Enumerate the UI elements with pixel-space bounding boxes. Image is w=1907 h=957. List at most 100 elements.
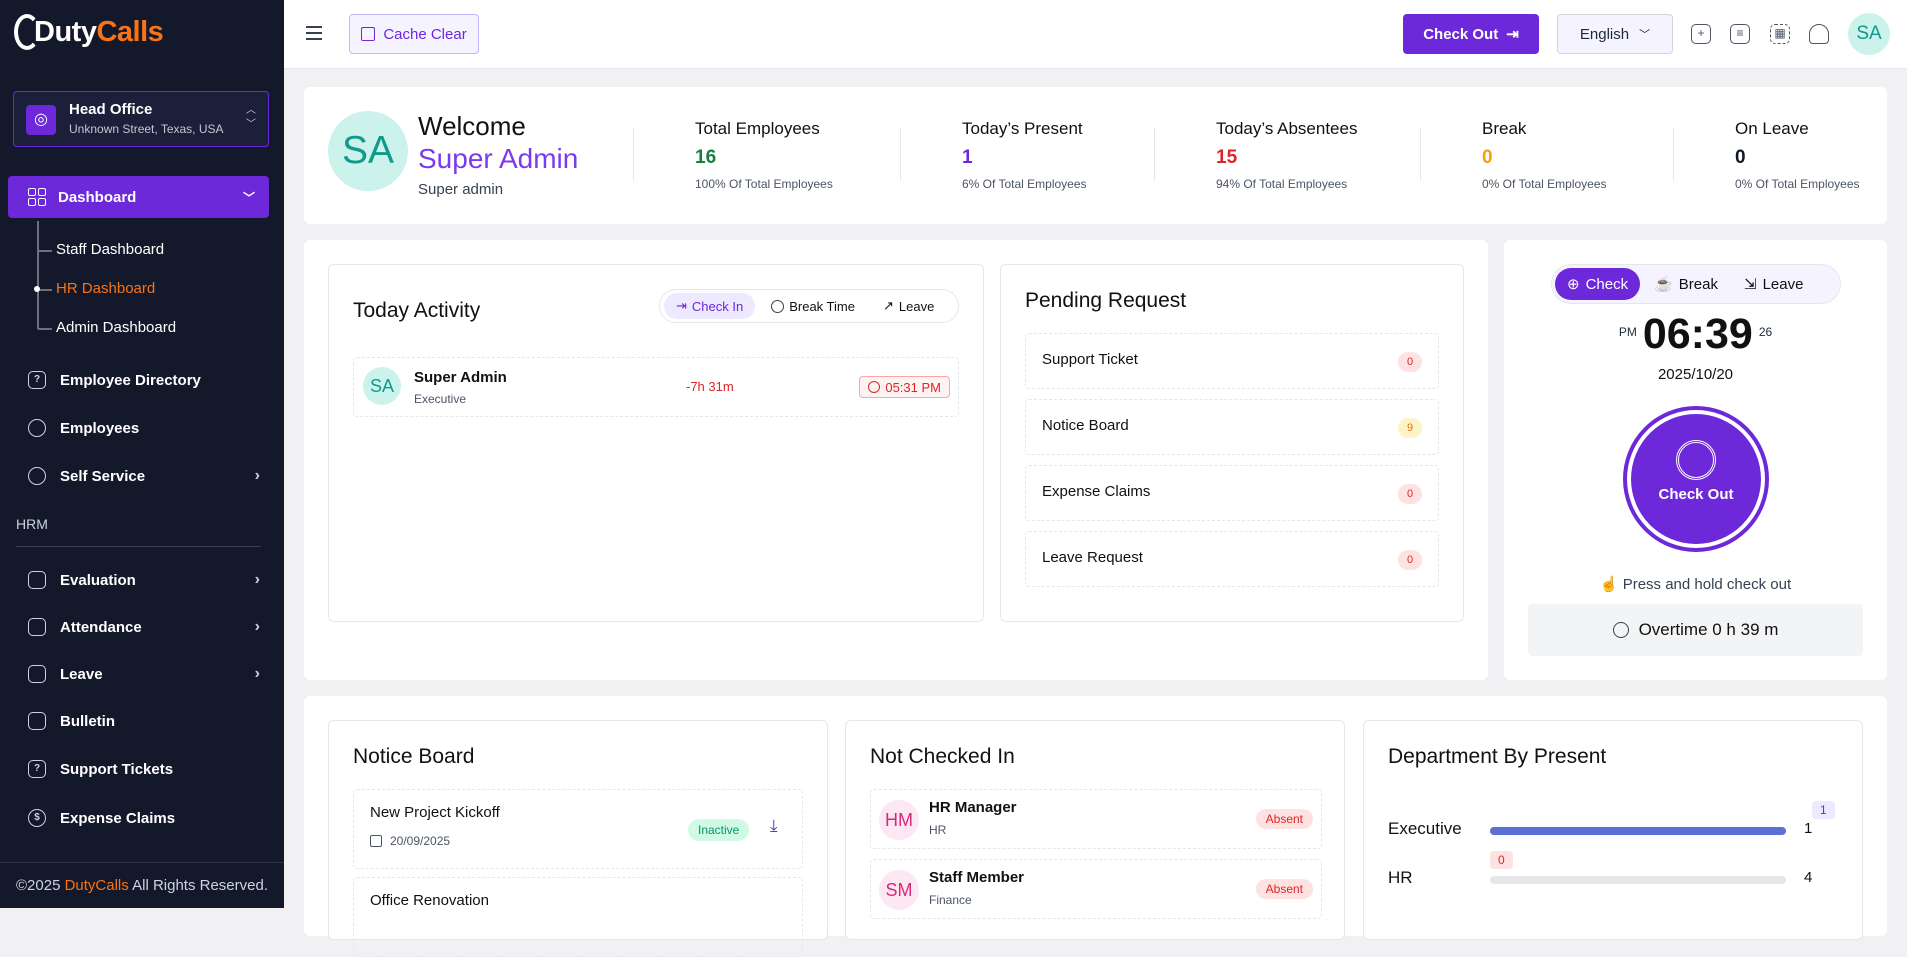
sidebar-item-attendance[interactable]: Attendance › <box>28 618 260 636</box>
chevron-down-icon: ﹀ <box>242 191 255 205</box>
digital-clock: PM 06:39 26 <box>1504 310 1887 359</box>
bell-icon[interactable] <box>1809 24 1829 44</box>
fingerprint-icon: ◎ <box>26 105 56 135</box>
coffee-icon: ☕ <box>1654 276 1673 293</box>
app-logo[interactable]: Duty Calls <box>14 14 164 50</box>
today-activity-card: Today Activity ⇥ Check In Break Time ↗ Lea… <box>328 264 984 622</box>
pending-label: Notice Board <box>1042 417 1129 434</box>
employee-row[interactable]: SM Staff Member Finance Absent <box>870 859 1322 919</box>
today-activity-title: Today Activity <box>353 299 481 322</box>
chevron-right-icon: › <box>254 618 260 635</box>
bulletin-icon <box>28 712 46 730</box>
sidebar-item-support-tickets[interactable]: ? Support Tickets <box>28 760 260 778</box>
logo-text-duty: Duty <box>34 15 97 48</box>
tab-label: Leave <box>898 298 935 314</box>
welcome-greeting: Welcome <box>418 111 526 141</box>
notice-item[interactable]: Office Renovation <box>353 877 803 957</box>
tab-label: Leave <box>1762 275 1804 293</box>
stat-sub: 0% Of Total Employees <box>1735 177 1860 191</box>
sidebar-item-label: Support Tickets <box>60 760 174 778</box>
pending-row-notice-board[interactable]: Notice Board 9 <box>1025 399 1439 455</box>
notice-board-card: Notice Board New Project Kickoff 20/09/2… <box>328 720 828 957</box>
stat-todays-absentees: Today’s Absentees 15 94% Of Total Employ… <box>1216 119 1357 191</box>
sidebar-subitem-admin-dashboard[interactable]: Admin Dashboard <box>37 319 177 336</box>
sidebar-item-self-service[interactable]: Self Service › <box>28 467 260 485</box>
language-select[interactable]: English ﹀ <box>1557 14 1673 54</box>
external-icon: ↗ <box>882 298 894 313</box>
branch-name: Head Office <box>69 101 153 118</box>
tab-break-time[interactable]: Break Time <box>759 293 867 319</box>
pending-request-card: Pending Request Support Ticket 0 Notice … <box>1000 264 1464 622</box>
overtime-text: Overtime 0 h 39 m <box>1638 620 1779 639</box>
download-icon[interactable]: ⤓ <box>770 816 778 835</box>
notice-date-row: 20/09/2025 <box>370 834 450 848</box>
stat-divider <box>1154 127 1155 181</box>
menu-toggle-icon[interactable] <box>306 26 322 40</box>
cache-clear-button[interactable]: Cache Clear <box>349 14 479 54</box>
chevron-right-icon: › <box>254 571 260 588</box>
dollar-icon: $ <box>28 809 46 827</box>
login-icon: ⇥ <box>676 298 687 313</box>
check-out-press-button[interactable]: Check Out <box>1623 406 1769 552</box>
login-icon: ⊕ <box>1567 276 1580 293</box>
chevron-up-down-icon: ︿ ﹀ <box>246 105 256 130</box>
subtree-line <box>37 221 39 329</box>
clock-time: 06:39 <box>1642 310 1753 358</box>
employee-name: HR Manager <box>929 799 1017 816</box>
tab-leave[interactable]: ⇲ Leave <box>1732 268 1815 300</box>
activity-name: Super Admin <box>414 369 507 386</box>
sidebar-item-leave[interactable]: Leave › <box>28 665 260 683</box>
notice-date: 20/09/2025 <box>390 834 451 848</box>
status-badge: Absent <box>1255 809 1313 829</box>
sidebar-subitem-staff-dashboard[interactable]: Staff Dashboard <box>37 241 165 258</box>
sidebar-item-employee-directory[interactable]: ? Employee Directory <box>28 371 260 389</box>
clock-icon <box>1612 622 1629 638</box>
activity-row[interactable]: SA Super Admin Executive -7h 31m 05:31 P… <box>353 357 959 417</box>
department-bar-fill <box>1490 827 1786 835</box>
employee-dept: Finance <box>929 893 972 907</box>
pending-row-expense-claims[interactable]: Expense Claims 0 <box>1025 465 1439 521</box>
cache-icon <box>361 27 376 41</box>
pending-row-support-ticket[interactable]: Support Ticket 0 <box>1025 333 1439 389</box>
sidebar-item-evaluation[interactable]: Evaluation › <box>28 571 260 589</box>
tab-label: Check In <box>691 298 744 314</box>
employee-row[interactable]: HM HR Manager HR Absent <box>870 789 1322 849</box>
tab-label: Check <box>1585 275 1629 293</box>
sidebar-item-expense-claims[interactable]: $ Expense Claims <box>28 809 260 827</box>
sidebar-item-label: Self Service <box>60 467 146 485</box>
sidebar-item-dashboard[interactable]: Dashboard ﹀ <box>8 176 269 218</box>
pending-row-leave-request[interactable]: Leave Request 0 <box>1025 531 1439 587</box>
status-badge: Inactive <box>688 819 750 841</box>
present-tooltip: 1 <box>1812 801 1835 819</box>
sidebar-item-employees[interactable]: Employees <box>28 419 260 437</box>
tab-check-in[interactable]: ⇥ Check In <box>664 293 756 319</box>
department-bar <box>1490 876 1786 884</box>
notice-title: Notice Board <box>353 745 475 768</box>
tab-check[interactable]: ⊕ Check <box>1555 268 1641 300</box>
tab-leave[interactable]: ↗ Leave <box>871 293 946 319</box>
tab-break[interactable]: ☕ Break <box>1642 268 1730 300</box>
sidebar-item-label: Evaluation <box>60 571 136 589</box>
sidebar-item-bulletin[interactable]: Bulletin <box>28 712 260 730</box>
add-icon[interactable]: + <box>1691 24 1711 44</box>
clock-icon <box>868 381 881 393</box>
branch-selector[interactable]: ◎ Head Office Unknown Street, Texas, USA… <box>13 91 269 147</box>
department-total: 4 <box>1804 869 1813 886</box>
support-icon: ? <box>28 760 46 778</box>
chevron-right-icon: › <box>254 665 260 682</box>
activity-tabs: ⇥ Check In Break Time ↗ Leave <box>659 289 959 323</box>
pending-label: Leave Request <box>1042 549 1143 566</box>
evaluation-icon <box>28 571 46 589</box>
user-avatar[interactable]: SA <box>1848 13 1890 55</box>
logo-text-calls: Calls <box>96 15 164 48</box>
apps-grid-icon[interactable]: ▦ <box>1770 24 1790 44</box>
sidebar-subitem-hr-dashboard[interactable]: HR Dashboard <box>33 280 156 297</box>
stat-sub: 94% Of Total Employees <box>1216 177 1348 191</box>
activity-dept: Executive <box>414 392 467 406</box>
notice-item[interactable]: New Project Kickoff 20/09/2025 Inactive … <box>353 789 803 869</box>
department-name: HR <box>1388 868 1413 887</box>
check-out-button[interactable]: Check Out ⇥ <box>1403 14 1539 54</box>
chat-icon[interactable]: ≡ <box>1730 24 1750 44</box>
footer-pre: ©2025 <box>15 877 65 894</box>
welcome-card: SA Welcome Super Admin Super admin Total… <box>304 87 1887 224</box>
